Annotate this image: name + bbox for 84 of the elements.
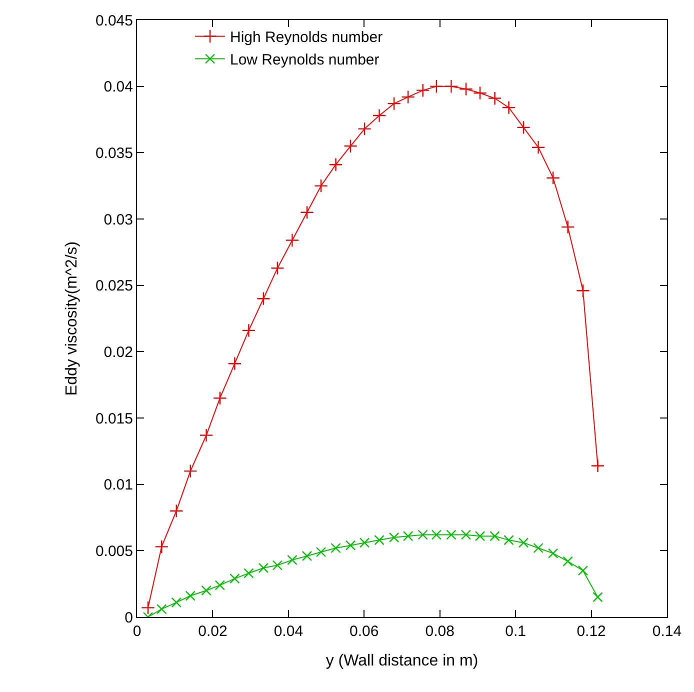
- point: [548, 548, 558, 558]
- y-tick-label: 0.02: [104, 344, 133, 361]
- point: [199, 428, 214, 442]
- point: [474, 530, 486, 542]
- x-tick-label: 0.08: [425, 623, 454, 640]
- point: [300, 205, 314, 220]
- point: [345, 540, 356, 550]
- point: [272, 560, 283, 570]
- point: [488, 91, 502, 106]
- point: [330, 542, 341, 554]
- point: [418, 530, 428, 540]
- point: [576, 284, 590, 298]
- point: [344, 139, 358, 153]
- point: [446, 530, 456, 540]
- point: [592, 592, 603, 602]
- point: [387, 96, 401, 110]
- y-tick-label: 0.005: [95, 542, 133, 560]
- point: [154, 540, 169, 554]
- point: [230, 573, 240, 584]
- y-tick-label: 0.015: [95, 410, 133, 428]
- point: [516, 120, 530, 134]
- point: [359, 538, 370, 548]
- point: [546, 170, 560, 185]
- point: [578, 565, 588, 576]
- x-tick-label: 0.04: [274, 623, 304, 640]
- point: [242, 324, 256, 338]
- point: [169, 504, 184, 518]
- point: [171, 597, 182, 608]
- point: [328, 158, 343, 172]
- point: [244, 568, 254, 578]
- point: [374, 534, 384, 546]
- point: [372, 108, 386, 122]
- point: [214, 580, 226, 590]
- point: [560, 220, 575, 234]
- y-tick-label: 0.03: [104, 211, 133, 228]
- point: [590, 458, 605, 473]
- point: [431, 530, 442, 540]
- point: [459, 82, 473, 96]
- point: [258, 562, 269, 574]
- point: [201, 585, 212, 596]
- x-tick-label: 0.02: [198, 623, 228, 640]
- point: [430, 79, 444, 94]
- point: [401, 90, 415, 104]
- point: [531, 140, 546, 154]
- point: [183, 464, 198, 478]
- y-tick-label: 0: [124, 609, 133, 626]
- point: [141, 600, 155, 615]
- point: [388, 532, 400, 542]
- y-tick-label: 0.035: [95, 144, 133, 162]
- point: [416, 83, 430, 98]
- point: [562, 556, 573, 566]
- point: [287, 554, 298, 566]
- x-tick-label: 0.06: [350, 623, 379, 640]
- point: [302, 550, 312, 562]
- point: [460, 530, 472, 540]
- y-tick-label: 0.01: [104, 476, 133, 494]
- point: [228, 356, 242, 371]
- y-tick-label: 0.045: [95, 12, 133, 30]
- point: [518, 538, 529, 548]
- point: [358, 122, 372, 136]
- x-axis-title: y (Wall distance in m): [326, 652, 478, 670]
- y-tick-label: 0.025: [95, 278, 133, 295]
- point: [156, 604, 167, 614]
- point: [473, 86, 487, 100]
- point: [402, 530, 414, 542]
- point: [444, 79, 458, 94]
- y-tick-label: 0.04: [104, 78, 133, 96]
- point: [314, 178, 328, 193]
- point: [256, 292, 270, 306]
- legend-label: High Reynolds number: [230, 29, 383, 46]
- point: [502, 100, 516, 114]
- y-axis-title: Eddy viscosity(m^2/s): [63, 241, 80, 396]
- legend-label: Low Reynolds number: [230, 52, 380, 69]
- x-tick-label: 0.1: [505, 623, 526, 640]
- x-tick-label: 0.12: [576, 623, 606, 640]
- point: [185, 590, 196, 601]
- point: [270, 261, 284, 275]
- point: [533, 542, 544, 554]
- point: [490, 530, 500, 542]
- point: [504, 534, 514, 546]
- point: [213, 391, 227, 405]
- x-tick-label: 0.14: [652, 623, 682, 640]
- point: [316, 546, 326, 558]
- point: [285, 233, 300, 248]
